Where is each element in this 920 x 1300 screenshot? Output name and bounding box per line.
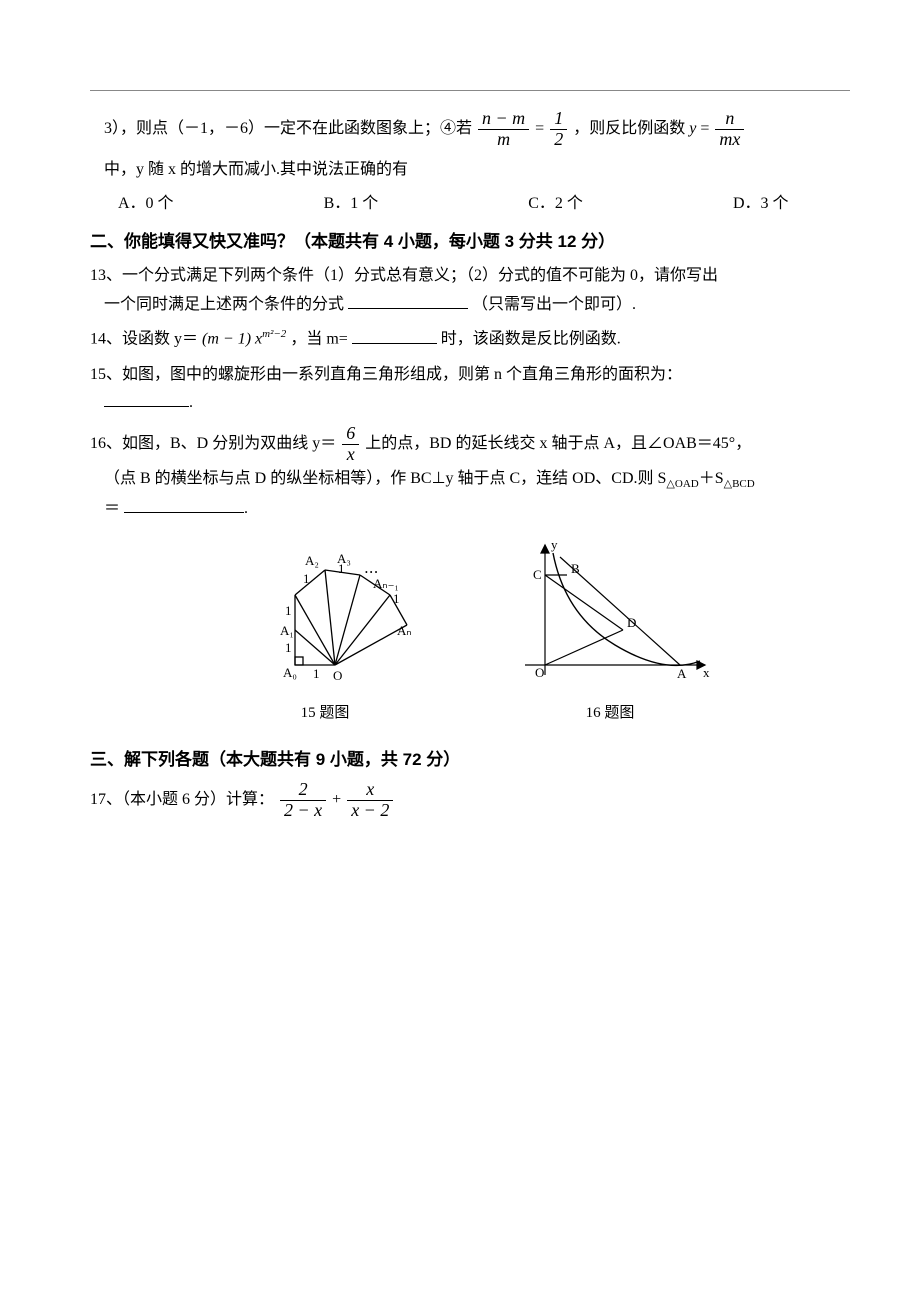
section3-title: 三、解下列各题（本大题共有 9 小题，共 72 分） bbox=[90, 745, 850, 776]
q17: 17、（本小题 6 分）计算： 2 2 − x + x x − 2 bbox=[90, 780, 850, 821]
q12-text2: ，则反比例函数 bbox=[573, 120, 689, 137]
section2-title: 二、你能填得又快又准吗？（本题共有 4 小题，每小题 3 分共 12 分） bbox=[90, 227, 850, 258]
y-var: y bbox=[689, 120, 696, 137]
lbl-1b: 1 bbox=[285, 640, 292, 655]
eq1: = bbox=[535, 120, 548, 137]
lbl-A: A bbox=[677, 666, 687, 681]
lbl-An1: Aₙ₋₁ bbox=[373, 576, 399, 591]
opt-d: D．3 个 bbox=[733, 190, 789, 219]
q16-line1: 16、如图，B、D 分别为双曲线 y＝ 6 x 上的点，BD 的延长线交 x 轴… bbox=[90, 424, 850, 465]
q14-paren: (m − 1) bbox=[202, 331, 251, 348]
q17-text1: 17、（本小题 6 分）计算： bbox=[90, 791, 274, 808]
lbl-1e: 1 bbox=[338, 561, 345, 576]
lbl-O: O bbox=[333, 668, 342, 683]
q14-text1: 14、设函数 y＝ bbox=[90, 331, 198, 348]
frac-half: 1 2 bbox=[550, 109, 567, 150]
lbl-A1: A₁ bbox=[280, 623, 294, 638]
q16-text3: （点 B 的横坐标与点 D 的纵坐标相等），作 BC⊥y 轴于点 C，连结 OD… bbox=[104, 470, 666, 487]
frac-2-2mx: 2 2 − x bbox=[280, 780, 326, 821]
q13-line2-wrap: 一个同时满足上述两个条件的分式 （只需写出一个即可）. bbox=[90, 291, 850, 320]
q17-plus: + bbox=[332, 791, 345, 808]
q15-line1: 15、如图，图中的螺旋形由一系列直角三角形组成，则第 n 个直角三角形的面积为： bbox=[90, 361, 850, 390]
lbl-An: Aₙ bbox=[397, 623, 412, 638]
q13-text3: （只需写出一个即可）. bbox=[472, 296, 636, 313]
q16-blank bbox=[124, 497, 244, 513]
frac-n-mx: n mx bbox=[715, 109, 744, 150]
q14-blank bbox=[352, 328, 437, 344]
hyperbola-svg: O x y C B D A bbox=[505, 535, 715, 685]
q13-blank bbox=[348, 293, 468, 309]
lbl-A0: A₀ bbox=[283, 665, 297, 680]
lbl-1f: 1 bbox=[393, 591, 400, 606]
q12-continuation: 3），则点（－1，－6）一定不在此函数图象上；④若 n − m m = 1 2 … bbox=[90, 109, 850, 150]
q13-text2: 一个同时满足上述两个条件的分式 bbox=[104, 296, 344, 313]
frac-nm-m: n − m m bbox=[478, 109, 529, 150]
lbl-1a: 1 bbox=[313, 666, 320, 681]
eq2: = bbox=[700, 120, 713, 137]
lbl-1d: 1 bbox=[303, 571, 310, 586]
lbl-B: B bbox=[571, 561, 580, 576]
caption-16: 16 题图 bbox=[505, 700, 715, 727]
q14-text2: ，当 m= bbox=[290, 331, 347, 348]
q16-text2: 上的点，BD 的延长线交 x 轴于点 A，且∠OAB＝45°， bbox=[365, 435, 751, 452]
q16-plus: ＋S bbox=[699, 470, 724, 487]
q15-end: . bbox=[189, 394, 193, 411]
top-rule bbox=[90, 90, 850, 91]
q16-end: . bbox=[244, 500, 248, 517]
caption-15: 15 题图 bbox=[225, 700, 425, 727]
q13-line1: 13、一个分式满足下列两个条件（1）分式总有意义；（2）分式的值不可能为 0，请… bbox=[90, 262, 850, 291]
opt-b: B．1 个 bbox=[324, 190, 379, 219]
q15: 15、如图，图中的螺旋形由一系列直角三角形组成，则第 n 个直角三角形的面积为：… bbox=[90, 361, 850, 419]
q14-exp: m²−2 bbox=[262, 328, 286, 340]
frac-x-xm2: x x − 2 bbox=[347, 780, 393, 821]
lbl-1c: 1 bbox=[285, 603, 292, 618]
q12-options: A．0 个 B．1 个 C．2 个 D．3 个 bbox=[90, 190, 850, 219]
q15-blank bbox=[104, 391, 189, 407]
opt-c: C．2 个 bbox=[528, 190, 583, 219]
figure-15: A₀ O 1 A₁ 1 1 A₂ 1 A₃ 1 • • • Aₙ₋₁ 1 Aₙ … bbox=[225, 535, 425, 727]
q14-text3: 时，该函数是反比例函数. bbox=[441, 331, 621, 348]
lbl-x: x bbox=[703, 665, 710, 680]
q16-line3: ＝ . bbox=[90, 495, 850, 524]
figures-row: A₀ O 1 A₁ 1 1 A₂ 1 A₃ 1 • • • Aₙ₋₁ 1 Aₙ … bbox=[90, 535, 850, 727]
lbl-O2: O bbox=[535, 665, 544, 680]
lbl-D: D bbox=[627, 615, 636, 630]
sub-oad: △OAD bbox=[666, 478, 698, 490]
q14: 14、设函数 y＝ (m − 1) xm²−2 ，当 m= 时，该函数是反比例函… bbox=[90, 325, 850, 354]
lbl-y: y bbox=[551, 537, 558, 552]
figure-16: O x y C B D A 16 题图 bbox=[505, 535, 715, 727]
q13: 13、一个分式满足下列两个条件（1）分式总有意义；（2）分式的值不可能为 0，请… bbox=[90, 262, 850, 320]
q12-text1: 3），则点（－1，－6）一定不在此函数图象上；④若 bbox=[104, 120, 472, 137]
q16: 16、如图，B、D 分别为双曲线 y＝ 6 x 上的点，BD 的延长线交 x 轴… bbox=[90, 424, 850, 523]
spiral-svg: A₀ O 1 A₁ 1 1 A₂ 1 A₃ 1 • • • Aₙ₋₁ 1 Aₙ bbox=[225, 535, 425, 685]
q16-text4: ＝ bbox=[104, 500, 120, 517]
q12-line2: 中，y 随 x 的增大而减小.其中说法正确的有 bbox=[90, 156, 850, 185]
lbl-A2: A₂ bbox=[305, 553, 319, 568]
opt-a: A．0 个 bbox=[118, 190, 174, 219]
frac-6-x: 6 x bbox=[342, 424, 359, 465]
q16-text1: 16、如图，B、D 分别为双曲线 y＝ bbox=[90, 435, 336, 452]
q15-line2: . bbox=[90, 389, 850, 418]
q16-line2: （点 B 的横坐标与点 D 的纵坐标相等），作 BC⊥y 轴于点 C，连结 OD… bbox=[90, 465, 850, 495]
lbl-C: C bbox=[533, 567, 542, 582]
sub-bcd: △BCD bbox=[724, 478, 755, 490]
